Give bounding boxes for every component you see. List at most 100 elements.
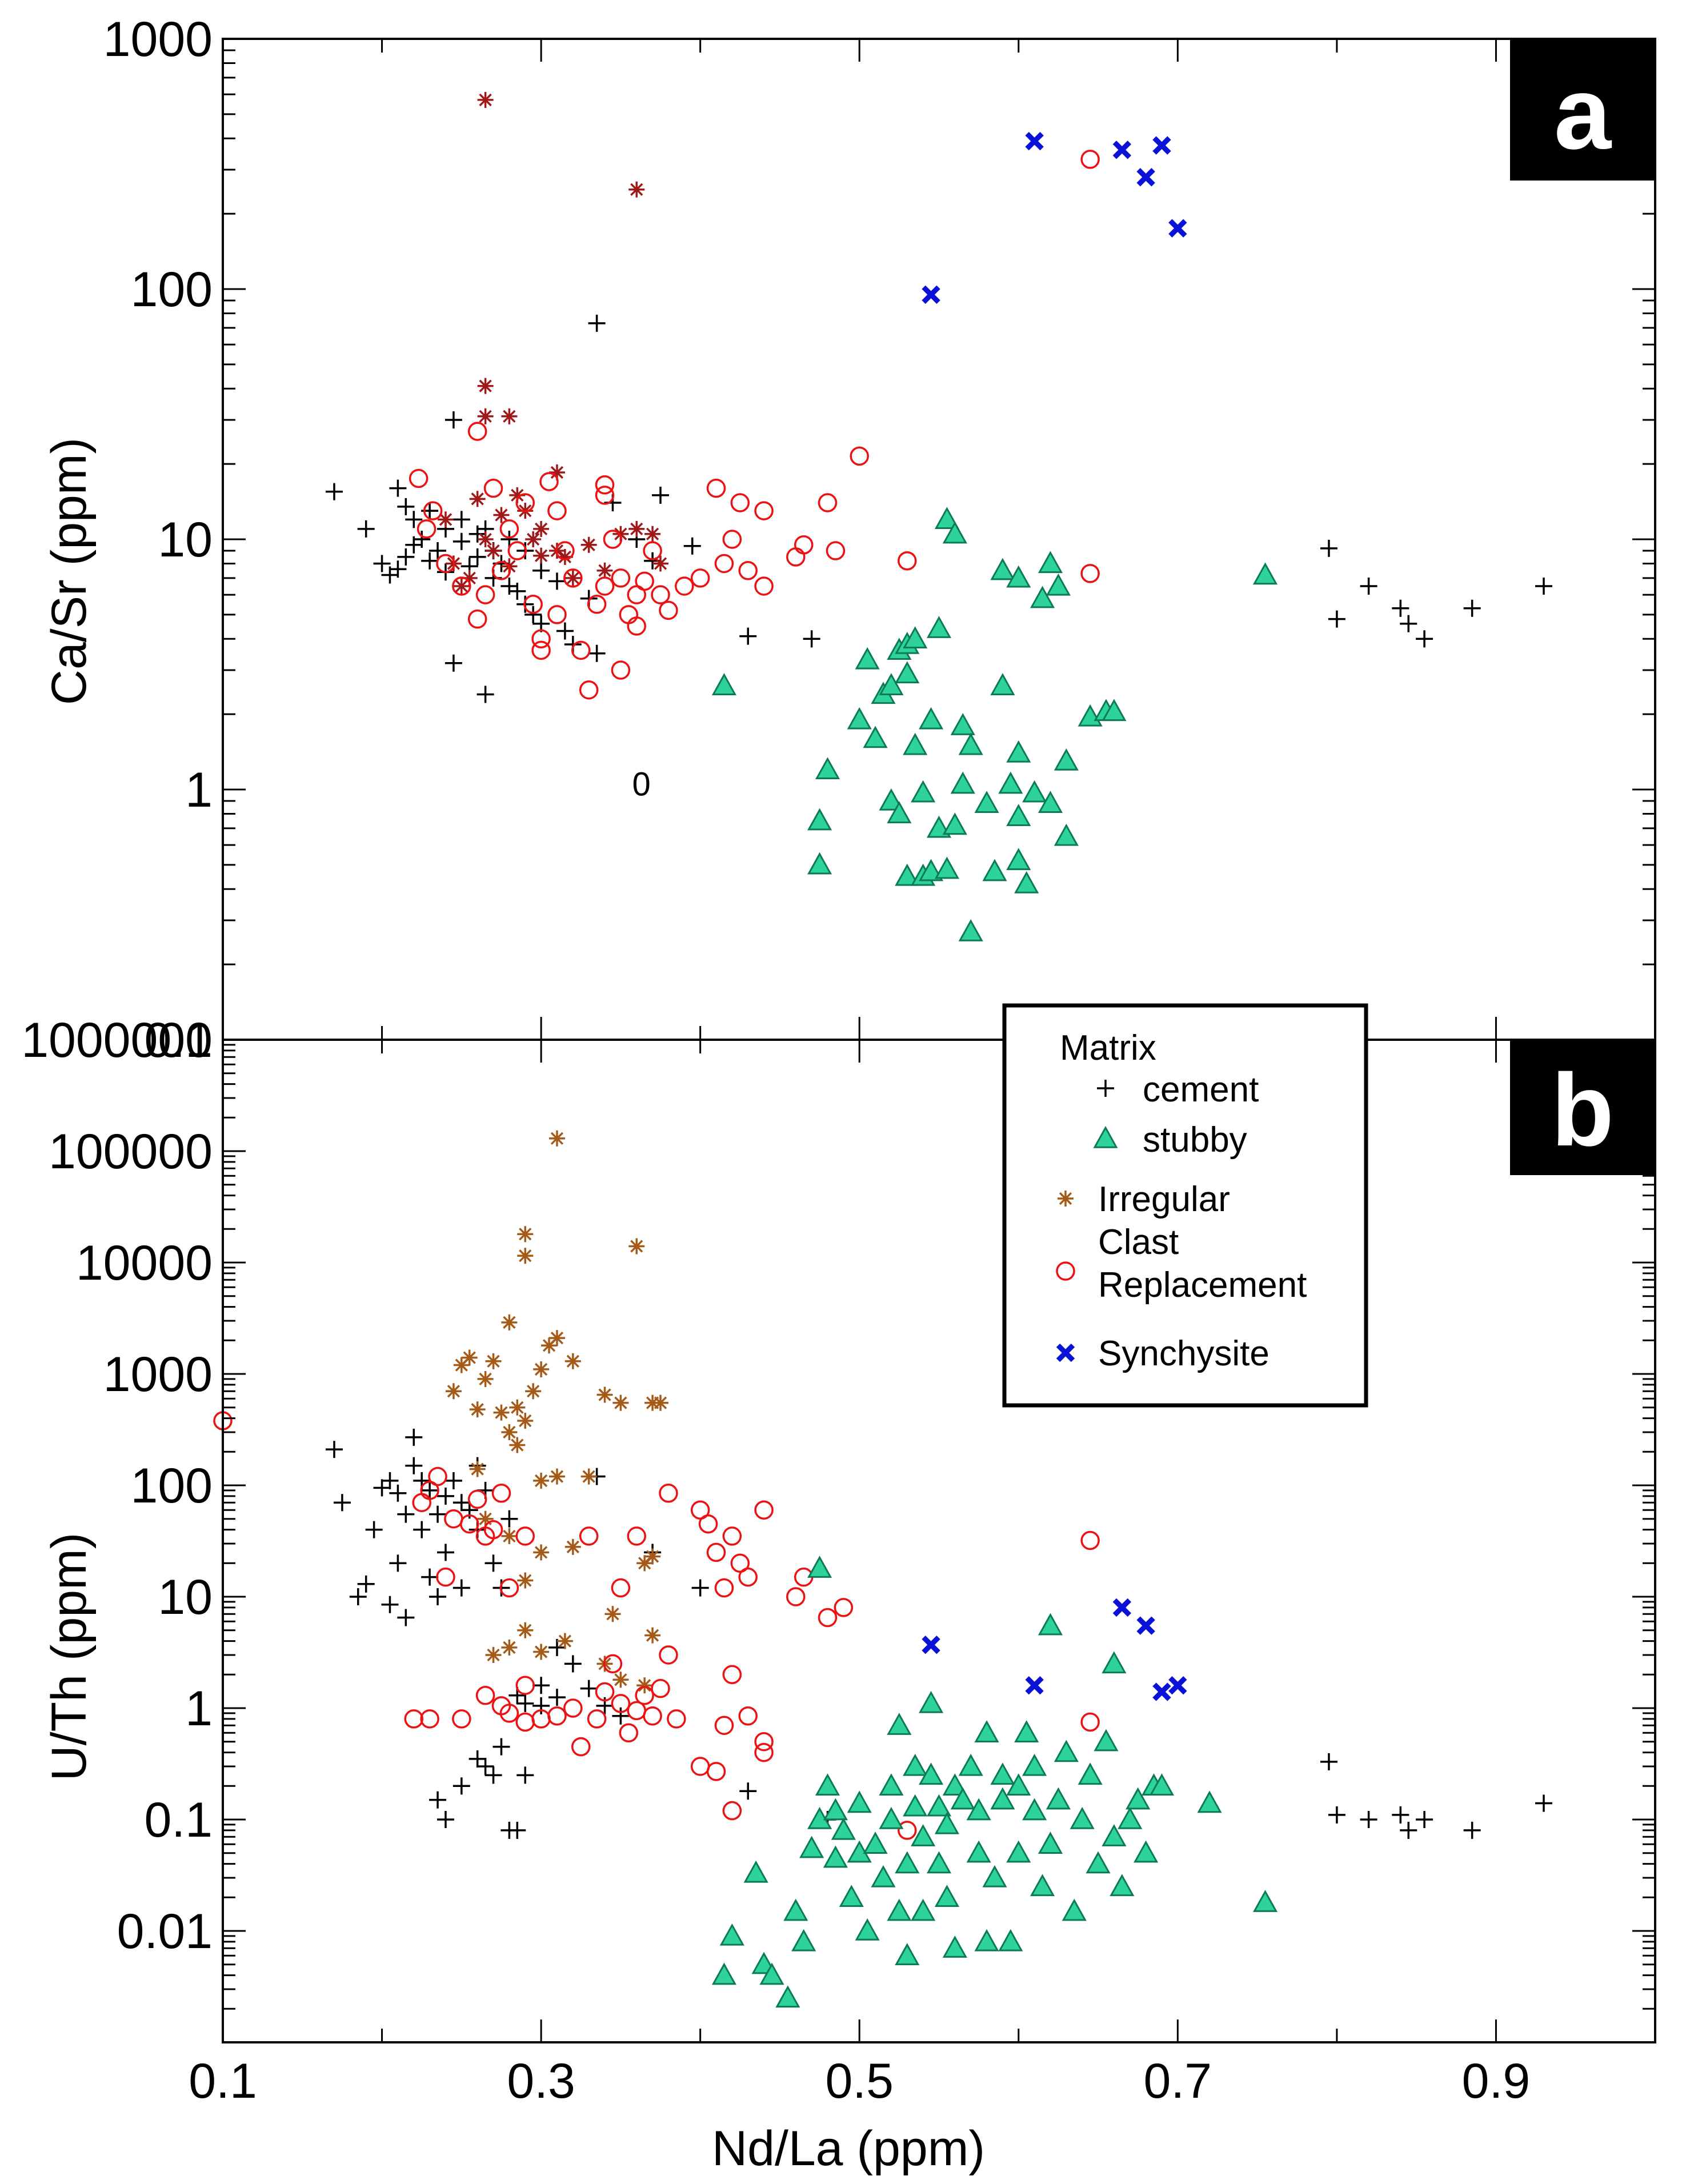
panel-a-stubby-point	[1054, 823, 1079, 846]
panel-b-clast-point	[706, 1762, 726, 1781]
panel-b-clast-point	[499, 1704, 519, 1723]
panel-a-cement-point	[476, 686, 494, 703]
panel-b-clast-point	[420, 1481, 439, 1500]
panel-b-cement-point	[389, 1484, 407, 1502]
panel-b-stubby-point	[1014, 1720, 1039, 1742]
panel-a-clast-point	[571, 640, 591, 660]
panel-b-synchysite-point	[1136, 1616, 1155, 1635]
panel-b-clast-point	[563, 1698, 583, 1718]
panel-b-stubby-point	[759, 1962, 784, 1985]
panel-b-cement-point	[444, 1472, 462, 1489]
panel-a-cement-point	[444, 654, 462, 672]
panel-b-irregular-point	[525, 1383, 542, 1400]
panel-b-stubby-point	[799, 1836, 824, 1858]
panel-a-stubby-point	[950, 713, 975, 735]
panel-b-clast-point	[818, 1608, 838, 1628]
panel-b-stubby-point	[903, 1753, 928, 1776]
panel-b-stubby-point	[775, 1985, 800, 2008]
panel-a-stubby-point	[863, 726, 888, 748]
panel-a-clast-point	[483, 478, 503, 498]
panel-a-stubby-point	[1014, 871, 1039, 893]
panel-a-cement-point	[413, 531, 431, 548]
panel-b-synchysite-point	[1168, 1676, 1187, 1695]
panel-a-stubby-point	[998, 771, 1023, 794]
panel-a-cement-point	[556, 622, 574, 640]
panel-b-cement-point	[516, 1766, 534, 1784]
panel-a-stubby-point	[1038, 791, 1063, 814]
panel-b-stubby-point	[863, 1832, 888, 1854]
panel-b-stubby-point	[1149, 1773, 1175, 1796]
panel-b-stubby-point	[719, 1923, 744, 1946]
panel-b-cement-point	[349, 1588, 367, 1605]
panel-a-clast-point	[452, 576, 471, 596]
panel-a-stubby-point	[926, 616, 952, 638]
panel-b-cement-point	[612, 1707, 630, 1725]
panel-b-cement-point	[1320, 1753, 1337, 1770]
panel-b-cement-point	[580, 1680, 598, 1697]
panel-a-stubby-point	[982, 859, 1007, 881]
panel-a-cement-point	[389, 479, 407, 497]
panel-a-clast-point	[523, 594, 543, 614]
panel-b-cement-point	[468, 1750, 486, 1768]
panel-a-synchysite-point	[1025, 131, 1044, 151]
panel-b-stubby-point	[903, 1794, 928, 1817]
panel-b-cement-point	[413, 1521, 431, 1538]
panel-b-stubby-point	[998, 1929, 1023, 1951]
panel-b-clast-point	[1080, 1530, 1100, 1550]
panel-a-marks	[325, 91, 1553, 941]
panel-b-irregular-point	[644, 1548, 661, 1565]
panel-a-clast-point	[491, 560, 511, 580]
panel-a-tag-box	[1510, 39, 1655, 181]
panel-b-clast-point	[627, 1526, 646, 1546]
panel-b-irregular-point	[580, 1468, 597, 1485]
panel-b-stubby-point	[1102, 1824, 1127, 1846]
panel-a-stubby-point	[1252, 562, 1278, 585]
x-tick-label: 0.7	[1144, 2054, 1212, 2109]
panel-b-clast-point	[491, 1484, 511, 1503]
panel-a-clast-point	[423, 501, 443, 520]
panel-b-cement-point	[484, 1766, 502, 1784]
legend-cement-label: cement	[1143, 1070, 1259, 1109]
panel-a-clast-point	[651, 585, 670, 604]
panel-b-irregular-point	[469, 1401, 486, 1418]
panel-b-clast-point	[667, 1709, 686, 1729]
panel-b-clast-point	[651, 1678, 670, 1698]
panel-b-stubby-point	[1070, 1806, 1095, 1829]
panel-b-y-tick-label: 10	[158, 1570, 213, 1625]
panel-a-clast-point	[436, 554, 455, 574]
panel-b-synchysite-point	[1112, 1598, 1132, 1617]
panel-b-cement-point	[1328, 1806, 1345, 1824]
panel-a-irregular-point	[525, 531, 542, 547]
panel-a-irregular-point	[533, 520, 550, 537]
panel-b-irregular-point	[517, 1248, 534, 1264]
panel-a-stubby-point	[934, 507, 959, 530]
panel-b-irregular-point	[509, 1437, 526, 1453]
panel-a-stubby-point	[950, 771, 975, 794]
x-tick-label: 0.3	[507, 2054, 575, 2109]
panel-b-stubby-point	[1054, 1740, 1079, 1762]
panel-b-stubby-point	[879, 1806, 904, 1829]
panel-b-irregular-point	[517, 1412, 534, 1429]
panel-b-irregular-point	[533, 1644, 550, 1660]
panel-b-cement-point	[452, 1777, 470, 1795]
panel-a-stubby-point	[1006, 565, 1031, 588]
panel-a-cement-point	[452, 511, 470, 528]
panel-b-clast-point	[587, 1709, 607, 1729]
panel-a-stubby-point	[911, 780, 936, 803]
panel-b-tag: b	[1551, 1053, 1614, 1168]
panel-a-clast-point	[898, 551, 917, 571]
panel-a-irregular-point	[628, 520, 645, 537]
panel-a-clast-point	[611, 660, 631, 680]
legend: Matrix cement stubby Irregular ClastReplace…	[1002, 1003, 1368, 1408]
panel-b-stubby-point	[1030, 1874, 1055, 1897]
panel-b-irregular-point	[548, 1130, 565, 1147]
panel-b-irregular-point	[596, 1386, 613, 1403]
panel-a-stubby-point	[847, 707, 872, 730]
panel-a-irregular-point	[469, 491, 486, 507]
panel-a-synchysite-point	[922, 285, 940, 304]
panel-a-cement-point	[1328, 610, 1345, 628]
panel-b-irregular-point	[477, 1370, 494, 1387]
panel-b-clast-point	[714, 1716, 734, 1735]
panel-a-synchysite-point	[1152, 136, 1171, 155]
